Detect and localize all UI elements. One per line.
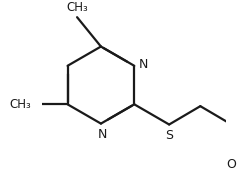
Text: S: S xyxy=(165,129,173,142)
Text: N: N xyxy=(138,58,148,71)
Text: N: N xyxy=(98,128,107,141)
Text: CH₃: CH₃ xyxy=(66,1,88,14)
Text: O: O xyxy=(226,158,236,171)
Text: CH₃: CH₃ xyxy=(9,98,31,111)
